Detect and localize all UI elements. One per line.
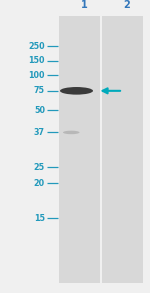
Ellipse shape <box>63 131 80 134</box>
Text: 75: 75 <box>34 86 45 95</box>
Text: 37: 37 <box>34 128 45 137</box>
Bar <box>59 16 100 283</box>
Text: 1: 1 <box>81 0 88 10</box>
Text: 50: 50 <box>34 106 45 115</box>
Ellipse shape <box>60 87 93 95</box>
Text: 15: 15 <box>34 214 45 223</box>
Text: 20: 20 <box>34 179 45 188</box>
Text: 100: 100 <box>28 71 45 80</box>
Text: 2: 2 <box>123 0 130 10</box>
Text: 250: 250 <box>28 42 45 50</box>
Text: 150: 150 <box>28 56 45 65</box>
Bar <box>102 16 142 283</box>
Text: 25: 25 <box>34 163 45 171</box>
